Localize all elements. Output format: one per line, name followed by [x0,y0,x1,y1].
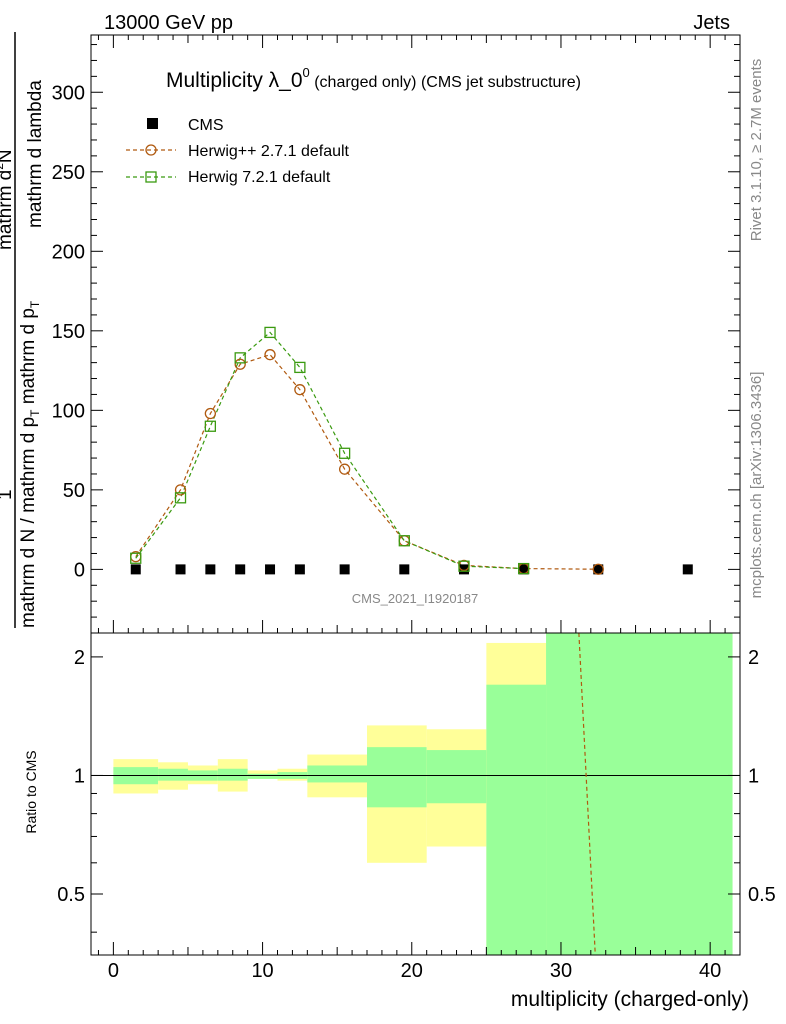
ratio-tick-label: 1 [74,765,85,787]
y-label-denominator: mathrm d N / mathrm d p [18,417,39,628]
legend-marker-herwig7 [145,171,157,183]
cms-point [339,564,350,575]
y-tick-label: 50 [63,480,85,502]
y-label-numerator: mathrm d [0,170,16,250]
ratio-band-inner-4 [247,773,278,779]
title-sup: 0 [303,65,310,80]
y-label-sub-1: T [28,409,42,417]
data-markers [130,326,693,575]
ratio-tick-label: 0.5 [57,884,85,906]
herwig7-point [234,352,246,364]
cms-point [235,564,246,575]
cms-point [593,564,604,575]
ratio-lines [91,632,740,956]
x-tick-label: 30 [550,960,572,982]
ratio-y-label: Ratio to CMS [23,750,39,833]
herwigpp-point [264,349,276,361]
y-label-one: 1 [0,489,16,500]
herwig7-point [398,535,410,547]
cms-point [175,564,186,575]
herwig7-point [458,560,470,572]
herwig7-point [518,562,530,575]
y-tick-label: 200 [52,241,85,263]
herwig7-point [174,492,187,504]
ratio-band-inner-6 [307,765,368,783]
y-label-num-sup: 2 [0,163,6,170]
axes: 0 50 100 150 200 250 300 0 10 20 30 40 0.5 0.5 1 1 2 2 [52,34,776,982]
ratio-tick-label-right: 2 [748,647,759,669]
herwigpp-point [294,384,306,396]
y-label-numerator-2: N [0,149,16,163]
x-axis-label: multiplicity (charged-only) [511,988,749,1011]
y-axis-label-tail: mathrm d lambda [25,80,46,228]
svg-text:mathrm d2N: mathrm d2N [0,149,16,250]
herwig7-point [204,420,217,432]
ratio-line-herwigpp [578,632,596,956]
legend: CMS Herwig++ 2.7.1 default Herwig 7.2.1 … [126,117,350,186]
herwigpp-point [338,463,351,475]
header-energy: 13000 GeV pp [104,12,233,34]
herwig7-point [130,552,142,564]
x-tick-label: 0 [108,960,119,982]
ratio-band-inner-10 [546,633,733,955]
ratio-band-inner-9 [486,684,547,955]
y-label-tail: mathrm d lambda [25,80,46,228]
chart-title: Multiplicity λ_00 (charged only) (CMS je… [166,65,581,92]
svg-text:mathrm d N / mathrm d pT mathr: mathrm d N / mathrm d pT mathrm d pT [18,300,42,628]
herwig7-point [264,326,276,339]
series-lines [135,331,599,570]
rivet-label: Rivet 3.1.10, ≥ 2.7M events [748,59,765,242]
legend-entry-cms: CMS [188,117,224,134]
herwigpp-point [174,484,187,496]
legend-entry-herwig7: Herwig 7.2.1 default [188,169,331,186]
cms-point [682,564,693,575]
cms-point [294,564,305,575]
y-axis-label: mathrm d N / mathrm d pT mathrm d pT 1 m… [0,32,42,628]
y-label-sub-2: T [28,300,42,308]
legend-marker-cms [147,118,158,129]
herwigpp-point [234,358,246,370]
herwigpp-point [398,535,410,547]
herwig7-point [294,361,306,374]
ratio-band-inner-3 [217,768,248,781]
x-tick-label: 10 [251,960,273,982]
series-line-herwig7 [135,331,524,570]
y-tick-label: 300 [52,82,85,104]
cms-point [458,564,469,575]
ratio-tick-label-right: 1 [748,765,759,787]
ratio-band-inner-8 [426,750,487,804]
cms-point [399,564,410,575]
herwig7-point [338,447,351,459]
ratio-tick-label-right: 0.5 [748,884,776,906]
y-tick-label: 150 [52,321,85,343]
title-main: Multiplicity λ_0 [166,69,303,92]
analysis-watermark: CMS_2021_I1920187 [352,591,479,606]
cms-point [205,564,216,575]
herwigpp-point [204,407,217,420]
legend-marker-herwigpp [145,144,157,156]
cms-point [518,564,529,575]
y-tick-label: 250 [52,162,85,184]
x-tick-label: 40 [699,960,721,982]
cms-point [130,564,141,575]
x-tick-label: 20 [401,960,423,982]
ratio-bands [113,633,733,955]
title-small: (charged only) (CMS jet substructure) [310,74,581,91]
legend-entry-herwigpp: Herwig++ 2.7.1 default [188,143,350,160]
y-tick-label: 100 [52,400,85,422]
ratio-tick-label: 2 [74,647,85,669]
cms-point [265,564,276,575]
herwigpp-point [592,563,604,575]
ratio-frame [90,632,741,956]
series-line-herwigpp [135,353,599,570]
y-label-denominator-2: mathrm d p [18,308,39,409]
y-tick-label: 0 [74,559,85,581]
mcplots-label: mcplots.cern.ch [arXiv:1306.3436] [748,372,765,599]
ratio-band-inner-1 [158,768,188,781]
ratio-band-inner-7 [367,747,427,808]
header-jets: Jets [693,12,730,34]
